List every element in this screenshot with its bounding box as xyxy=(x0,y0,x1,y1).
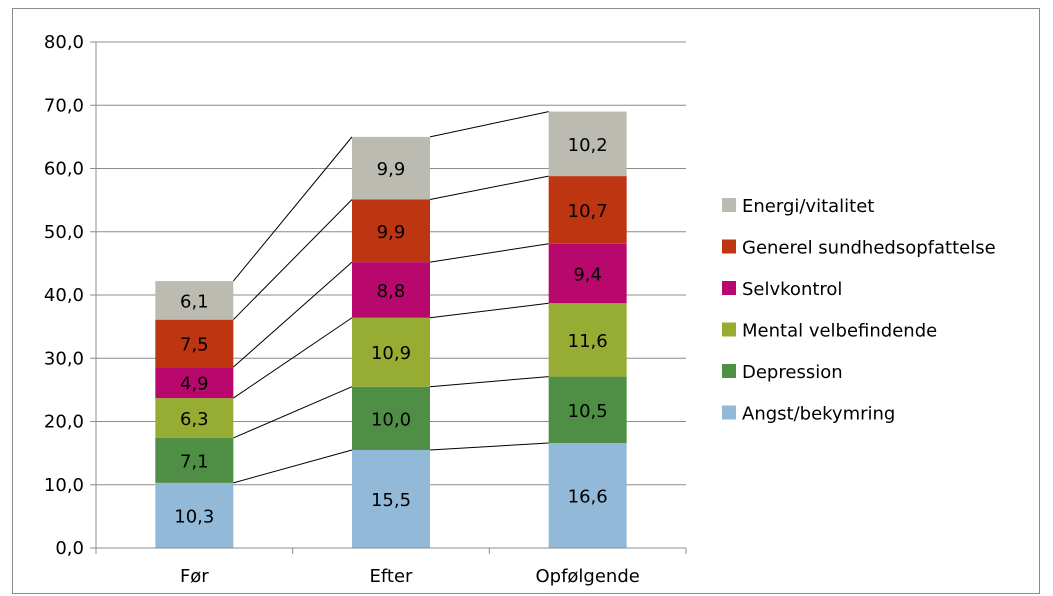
data-label: 4,9 xyxy=(180,374,209,395)
data-label: 6,3 xyxy=(180,409,209,430)
data-label: 11,6 xyxy=(568,331,608,352)
y-tick-label: 10,0 xyxy=(44,475,84,496)
bar-segment xyxy=(155,319,234,368)
data-label: 10,7 xyxy=(568,201,608,222)
series-line xyxy=(429,376,549,388)
series-line xyxy=(429,111,549,138)
y-tick-label: 30,0 xyxy=(44,348,84,369)
data-label: 9,9 xyxy=(377,222,406,243)
data-label: 10,2 xyxy=(568,135,608,156)
y-tick-label: 0,0 xyxy=(55,538,84,559)
data-label: 9,4 xyxy=(573,264,602,285)
legend-label: Selvkontrol xyxy=(742,279,842,300)
series-line xyxy=(429,442,549,451)
x-category-label: Efter xyxy=(370,566,414,587)
bar-segment xyxy=(548,111,627,177)
series-connector-lines xyxy=(232,111,549,484)
legend-swatch xyxy=(722,322,736,337)
legend-swatch xyxy=(722,281,736,295)
y-tick-label: 70,0 xyxy=(44,95,84,116)
legend-swatch xyxy=(722,364,736,378)
bar-segment xyxy=(548,443,627,548)
bar-segment xyxy=(352,199,430,263)
series-line xyxy=(233,317,353,399)
legend: Energi/vitalitet Generel sundhedsopfattel… xyxy=(722,196,996,425)
bar-segment xyxy=(352,317,430,387)
y-tick-label: 40,0 xyxy=(44,285,84,306)
data-label: 15,5 xyxy=(371,490,411,511)
data-label: 10,9 xyxy=(371,343,411,364)
legend-label: Angst/bekymring xyxy=(742,404,895,425)
series-line xyxy=(429,243,549,263)
legend-label: Mental velbefindende xyxy=(742,321,937,342)
bar-segment xyxy=(155,482,234,548)
bar-segment xyxy=(352,449,430,548)
bar-segment xyxy=(548,303,627,377)
bar-segment xyxy=(548,243,627,304)
data-label: 8,8 xyxy=(377,281,406,302)
legend-swatch xyxy=(722,198,736,212)
data-label: 7,5 xyxy=(180,334,209,355)
legend-swatch xyxy=(722,405,736,420)
x-category-label: Før xyxy=(180,566,209,587)
legend-label: Depression xyxy=(742,362,843,383)
data-label: 16,6 xyxy=(568,487,608,508)
series-line xyxy=(429,302,549,319)
y-tick-label: 80,0 xyxy=(44,32,84,53)
series-line xyxy=(232,136,353,282)
bar-segment xyxy=(548,176,627,244)
data-label: 10,3 xyxy=(174,506,214,527)
legend-label: Energi/vitalitet xyxy=(742,196,874,217)
y-tick-label: 60,0 xyxy=(44,159,84,180)
bars: 10,3 15,5 16,6 7,1 10,0 10,5 6,3 10,9 11,6 4,9 8,8… xyxy=(155,111,627,548)
data-label: 10,0 xyxy=(371,409,411,430)
series-line xyxy=(233,386,353,439)
axes: 0,0 10,0 20,0 30,0 40,0 50,0 60,0 70,0 80,0 Før Ef… xyxy=(44,32,687,587)
bar-segment xyxy=(352,262,430,318)
bar-segment xyxy=(352,386,430,450)
bar-segment xyxy=(155,281,234,320)
bar-segment xyxy=(352,136,430,200)
data-label: 6,1 xyxy=(180,291,209,312)
bar-segment xyxy=(155,437,234,483)
y-tick-label: 20,0 xyxy=(44,412,84,433)
bar-segment xyxy=(548,376,627,444)
data-label: 10,5 xyxy=(568,401,608,422)
x-category-label: Opfølgende xyxy=(535,566,639,587)
bar-segment xyxy=(155,367,234,399)
series-line xyxy=(232,199,353,321)
bar-segment xyxy=(155,398,234,438)
legend-label: Generel sundhedsopfattelse xyxy=(742,238,996,259)
series-line xyxy=(429,175,549,200)
y-tick-label: 50,0 xyxy=(44,222,84,243)
data-label: 9,9 xyxy=(377,159,406,180)
series-line xyxy=(233,449,353,484)
legend-swatch xyxy=(722,239,736,254)
series-line xyxy=(233,261,353,368)
data-label: 7,1 xyxy=(180,451,209,472)
